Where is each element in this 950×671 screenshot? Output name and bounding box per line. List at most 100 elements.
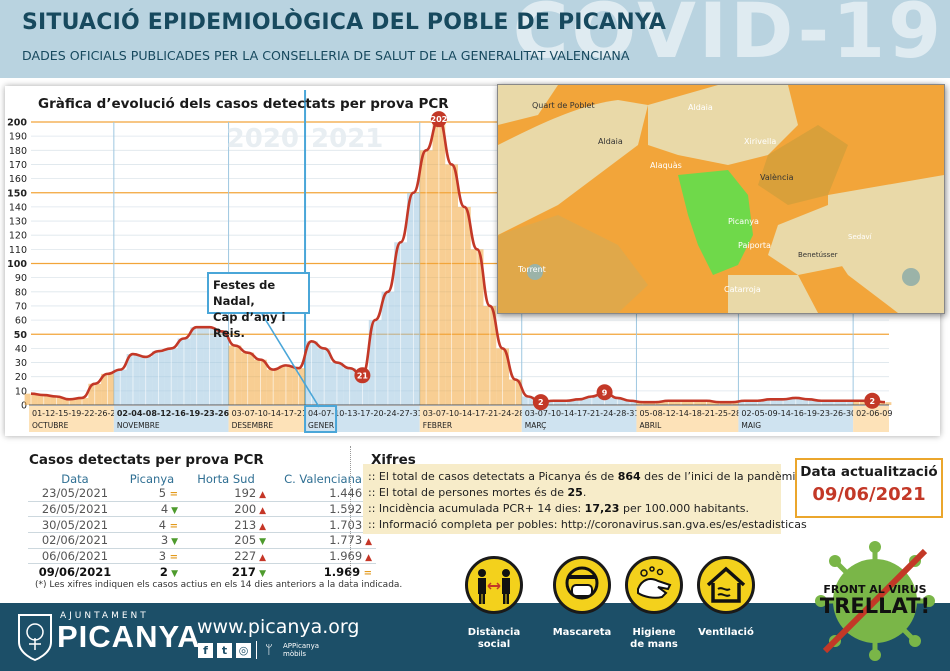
x-tick-labels: 05-08-12-14-18-21-25-28 xyxy=(639,409,741,418)
map-graphic xyxy=(498,85,944,313)
website-link[interactable]: www.picanya.org xyxy=(197,616,360,638)
y-tick-label: 10 xyxy=(15,386,27,397)
x-band xyxy=(228,406,306,432)
callout-marker xyxy=(864,392,881,409)
map-label-aldaia: Aldaia xyxy=(598,137,623,146)
ventilation-label: Ventilació xyxy=(698,627,754,638)
x-tick-labels: 02-06-09 xyxy=(856,409,892,418)
cell-cv: 1.592 ▲ xyxy=(270,501,376,518)
y-tick-label: 60 xyxy=(15,316,27,327)
trend-up-icon: ▲ xyxy=(256,506,266,517)
trend-dn-icon: ▼ xyxy=(167,568,178,579)
hand-hygiene-label: Higiene de mans xyxy=(630,627,678,650)
x-tick-labels: 03-07-10-14-17-21 xyxy=(232,409,308,418)
virus-line1: FRONT AL VIRUS xyxy=(823,583,927,596)
y-tick-label: 170 xyxy=(9,160,27,171)
y-tick-label: 130 xyxy=(9,217,27,228)
y-tick-label: 110 xyxy=(9,245,27,256)
covid-watermark: COVID-19 xyxy=(512,0,944,75)
y-tick-label: 100 xyxy=(7,259,27,270)
month-label: ABRIL xyxy=(639,421,662,430)
trend-eq-icon: = xyxy=(166,552,178,564)
twitter-icon[interactable]: t xyxy=(217,643,232,658)
y-tick-label: 0 xyxy=(21,401,27,412)
callout-label: 9 xyxy=(602,388,608,397)
holiday-annotation: Festes de Nadal, Cap d’any i Reis. xyxy=(207,272,310,340)
mask-label: Mascareta xyxy=(552,627,612,638)
logo-ajuntament: AJUNTAMENT xyxy=(60,611,149,621)
map-label-paiporta: Paiporta xyxy=(738,241,771,250)
trend-dn-icon: ▼ xyxy=(168,506,178,517)
cell-cv: 1.773 ▲ xyxy=(270,532,376,549)
ventilation-icon xyxy=(697,556,755,614)
section-divider xyxy=(350,446,352,586)
x-band xyxy=(29,406,114,432)
y-tick-label: 40 xyxy=(15,344,27,355)
callout-label: 2 xyxy=(538,398,544,407)
cell-picanya: 4 ▼ xyxy=(122,501,182,518)
mask-icon xyxy=(553,556,611,614)
y-tick-label: 80 xyxy=(15,287,27,298)
cell-cv: 1.969 = xyxy=(323,564,372,579)
map-label-quart: Quart de Poblet xyxy=(532,101,595,110)
table-row: 06/06/2021 3 = 227 ▲ 1.969 ▲ xyxy=(28,548,376,565)
cell-horta: 213 ▲ xyxy=(182,516,270,534)
callout-marker xyxy=(596,384,613,401)
callout-label: 202 xyxy=(431,115,448,124)
month-label: MARÇ xyxy=(525,421,547,430)
cell-date: 23/05/2021 xyxy=(28,486,122,502)
virus-line2: TRELLAT! xyxy=(819,594,931,618)
map-label-sedavi: Sedaví xyxy=(848,233,872,241)
table-row: 02/06/2021 3 ▼ 205 ▼ 1.773 ▲ xyxy=(28,532,376,549)
update-date: 09/06/2021 xyxy=(812,484,926,505)
trend-up-icon: ▲ xyxy=(362,537,372,548)
xifres-deaths: :: El total de persones mortes és de 25. xyxy=(368,486,587,499)
annotation-pointer xyxy=(261,313,320,408)
cell-date: 06/06/2021 xyxy=(28,548,122,565)
x-band xyxy=(419,406,522,432)
x-band xyxy=(521,406,637,432)
cell-cv: 1.446 ▼ xyxy=(270,486,376,502)
footer-bar xyxy=(0,603,950,671)
callout-marker xyxy=(532,394,549,411)
xifres-box xyxy=(363,464,781,534)
facebook-icon[interactable]: f xyxy=(198,643,213,658)
y-tick-label: 120 xyxy=(9,231,27,242)
y-tick-label: 160 xyxy=(9,174,27,185)
xifres-info-link: :: Informació completa per pobles: http:… xyxy=(368,518,807,531)
x-tick-labels: 01-12-15-19-22-26-29 xyxy=(32,409,121,418)
casos-footnote: (*) Les xifres indiquen els casos actius… xyxy=(35,580,403,590)
table-row: 09/06/2021 2 ▼ 217 ▼ 1.969 = xyxy=(28,564,376,579)
x-band xyxy=(113,406,229,432)
annotation-line2: Cap d’any i Reis. xyxy=(213,310,286,340)
cell-horta: 205 ▼ xyxy=(182,532,270,549)
callout-marker xyxy=(354,367,371,384)
x-band xyxy=(305,406,420,432)
y-tick-label: 180 xyxy=(9,146,27,157)
trend-up-icon: ▲ xyxy=(256,521,266,532)
instagram-icon[interactable]: ◎ xyxy=(236,643,251,658)
y-tick-label: 70 xyxy=(15,301,27,312)
x-tick-labels: 04-07-10-13-17-20-24-27-31 xyxy=(308,409,423,418)
casos-title: Casos detectats per prova PCR xyxy=(29,452,264,468)
app-label[interactable]: APPicanya mòbils xyxy=(283,642,320,658)
cell-cv: 1.969 ▲ xyxy=(270,548,376,565)
cell-date: 02/06/2021 xyxy=(28,532,122,549)
x-band xyxy=(853,406,889,432)
trend-eq-icon: = xyxy=(166,489,178,501)
annotation-line1: Festes de Nadal, xyxy=(213,278,276,308)
x-band xyxy=(636,406,739,432)
cell-cv: 1.703 ▲ xyxy=(270,516,376,534)
footer-divider xyxy=(256,641,257,659)
map-label-picanya: Picanya xyxy=(728,217,759,226)
col-header-picanya: Picanya xyxy=(129,472,175,486)
gener-highlight xyxy=(304,405,338,433)
map-label-aldaia-top: Aldaia xyxy=(688,103,713,112)
cell-horta: 217 ▼ xyxy=(231,564,266,579)
callout-marker xyxy=(430,111,447,128)
trend-eq-icon: = xyxy=(166,520,178,532)
map-label-torrent: Torrent xyxy=(518,265,546,274)
cell-horta: 227 ▲ xyxy=(182,548,270,565)
